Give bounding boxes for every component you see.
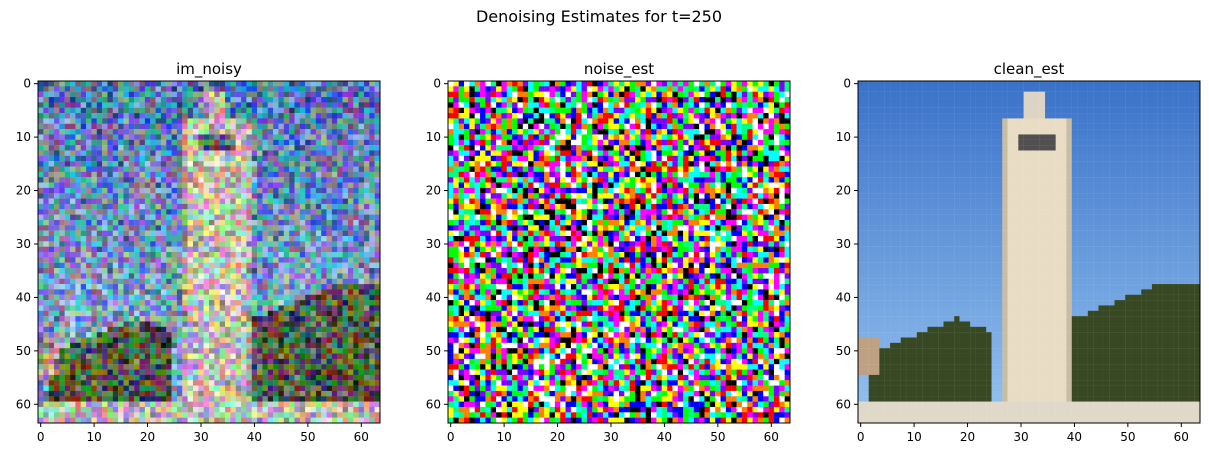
y-tick-label: 30	[426, 237, 441, 251]
y-tick-label: 30	[16, 237, 31, 251]
y-tick-label: 0	[843, 77, 851, 91]
panel-noise-est: noise_est 0 10 20 30 40 50 60 0 10 20 30 40 50 60	[426, 60, 790, 444]
y-tick-label: 0	[433, 77, 441, 91]
x-tick-label: 0	[447, 430, 455, 444]
y-tick-label: 60	[426, 397, 441, 411]
panel-image	[38, 81, 380, 423]
x-tick-label: 30	[193, 430, 208, 444]
y-tick-label: 40	[426, 290, 441, 304]
x-tick-label: 10	[906, 430, 921, 444]
panel-image	[448, 81, 790, 423]
x-tick-label: 60	[764, 430, 779, 444]
y-tick-label: 0	[23, 77, 31, 91]
x-tick-label: 60	[1174, 430, 1189, 444]
x-tick-label: 50	[1120, 430, 1135, 444]
x-tick-label: 0	[857, 430, 865, 444]
x-tick-label: 40	[657, 430, 672, 444]
x-tick-label: 60	[354, 430, 369, 444]
x-tick-label: 0	[37, 430, 45, 444]
panel-im-noisy: im_noisy 0 10 20 30 40 50 60 0 10 20 30 40 50 60	[16, 60, 380, 444]
panel-title: clean_est	[994, 60, 1065, 79]
panel-image	[858, 81, 1200, 423]
y-tick-label: 10	[426, 130, 441, 144]
y-tick-label: 40	[16, 290, 31, 304]
x-tick-label: 20	[960, 430, 975, 444]
y-tick-label: 60	[16, 397, 31, 411]
panel-title: im_noisy	[176, 60, 242, 79]
y-tick-label: 20	[836, 184, 851, 198]
x-tick-label: 20	[140, 430, 155, 444]
y-tick-label: 20	[426, 184, 441, 198]
y-tick-label: 50	[836, 344, 851, 358]
y-tick-label: 50	[426, 344, 441, 358]
x-tick-label: 50	[710, 430, 725, 444]
y-tick-label: 10	[16, 130, 31, 144]
x-tick-label: 30	[1013, 430, 1028, 444]
panel-title: noise_est	[584, 60, 654, 79]
x-tick-label: 20	[550, 430, 565, 444]
y-tick-label: 10	[836, 130, 851, 144]
y-tick-label: 30	[836, 237, 851, 251]
x-tick-label: 50	[300, 430, 315, 444]
x-tick-label: 10	[86, 430, 101, 444]
x-tick-label: 10	[496, 430, 511, 444]
figure-title: Denoising Estimates for t=250	[476, 7, 722, 26]
y-tick-label: 50	[16, 344, 31, 358]
x-tick-label: 30	[603, 430, 618, 444]
x-tick-label: 40	[247, 430, 262, 444]
y-tick-label: 20	[16, 184, 31, 198]
y-tick-label: 60	[836, 397, 851, 411]
y-tick-label: 40	[836, 290, 851, 304]
panel-clean-est: clean_est 0 10 20 30 40 50 60 0 10 20 30 40 50 60	[836, 60, 1200, 444]
x-tick-label: 40	[1067, 430, 1082, 444]
